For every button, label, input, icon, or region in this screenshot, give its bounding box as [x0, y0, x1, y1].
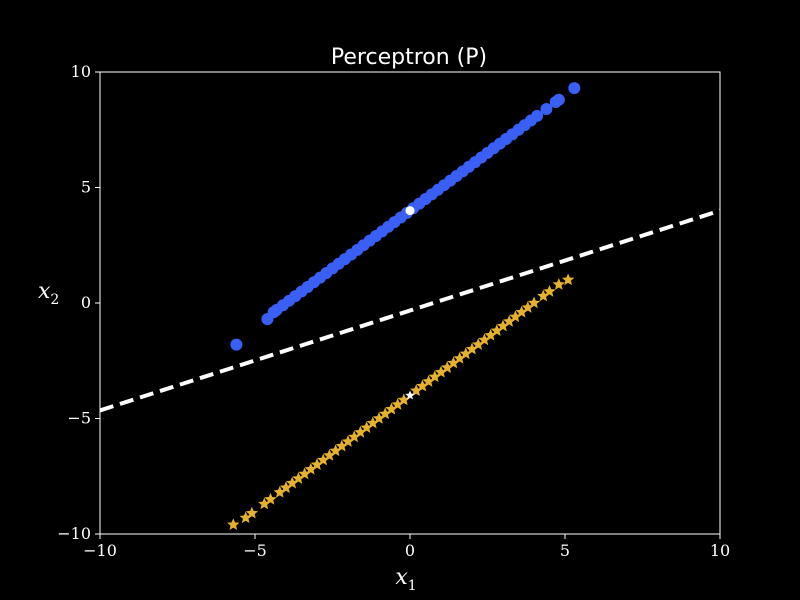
data-point-star — [304, 462, 317, 475]
data-point-star — [496, 319, 510, 332]
data-point-circle — [552, 93, 565, 106]
data-point-star — [379, 407, 392, 420]
data-point-star — [490, 324, 503, 336]
y-axis-ticks: −10 −5 0 5 10 — [57, 62, 100, 543]
x-tick-label: 5 — [560, 541, 570, 560]
data-point-star — [329, 444, 342, 457]
x-tick-label: 10 — [710, 541, 730, 560]
data-point-star — [397, 393, 410, 406]
data-point-star — [416, 379, 429, 392]
data-point-star — [453, 351, 466, 364]
data-point-star — [484, 328, 497, 341]
decision-boundary-line — [99, 208, 721, 413]
data-point-star — [273, 485, 286, 498]
data-point-star — [478, 333, 491, 346]
data-point-star — [434, 365, 448, 378]
y-tick-label: −10 — [57, 524, 91, 543]
data-point-star — [391, 398, 404, 410]
data-point-star — [459, 347, 472, 360]
highlight-point-circle — [405, 206, 415, 216]
data-point-star — [366, 416, 379, 429]
x-tick-label: −10 — [83, 541, 117, 560]
data-point-star — [310, 458, 324, 470]
data-point-circle — [540, 102, 553, 115]
y-axis-label-base: x — [38, 279, 51, 304]
data-point-star — [385, 402, 398, 415]
data-point-star — [317, 453, 330, 466]
data-point-star — [465, 342, 479, 355]
data-point-star — [521, 301, 534, 313]
x-axis-ticks: −10 −5 0 5 10 — [83, 534, 730, 560]
data-point-star — [509, 310, 522, 323]
data-point-circle — [531, 109, 544, 122]
x-axis-label-base: x — [395, 565, 408, 590]
plot-marks — [99, 82, 721, 531]
data-point-star — [239, 511, 252, 524]
data-point-star — [286, 476, 299, 489]
data-point-star — [552, 278, 565, 290]
y-tick-label: −5 — [67, 409, 91, 428]
y-tick-label: 5 — [81, 178, 91, 197]
data-point-star — [515, 305, 528, 318]
data-point-star — [354, 425, 367, 438]
y-tick-label: 10 — [71, 62, 91, 81]
data-point-star — [258, 497, 271, 510]
x-axis-label: x1 — [395, 565, 416, 594]
data-point-star — [360, 421, 373, 433]
data-point-circle — [230, 338, 243, 351]
data-point-star — [372, 412, 386, 424]
data-point-star — [227, 518, 240, 531]
data-point-star — [323, 448, 336, 461]
y-axis-label: x2 — [38, 279, 59, 308]
data-point-star — [447, 356, 460, 369]
data-point-star — [537, 289, 550, 302]
data-point-circle — [568, 82, 581, 95]
data-point-star — [245, 506, 259, 519]
data-point-star — [441, 361, 454, 373]
data-point-star — [410, 384, 423, 397]
x-tick-label: 0 — [405, 541, 415, 560]
data-point-star — [472, 338, 485, 350]
data-point-star — [292, 472, 305, 484]
x-tick-label: −5 — [243, 541, 267, 560]
y-axis-label-subscript: 2 — [50, 292, 59, 308]
data-point-star — [527, 296, 541, 309]
data-point-star — [428, 370, 441, 383]
data-point-star — [264, 492, 277, 505]
data-point-star — [335, 439, 348, 452]
data-point-star — [279, 481, 293, 494]
data-point-star — [543, 284, 556, 297]
highlight-point-star — [405, 390, 415, 400]
data-point-star — [298, 467, 311, 480]
y-tick-label: 0 — [81, 293, 91, 312]
data-point-star — [422, 375, 435, 387]
chart-title: Perceptron (P) — [331, 45, 487, 70]
data-point-star — [348, 430, 361, 443]
data-point-star — [561, 273, 575, 286]
data-point-star — [503, 314, 516, 327]
x-axis-label-subscript: 1 — [408, 578, 417, 594]
data-point-star — [341, 435, 355, 447]
